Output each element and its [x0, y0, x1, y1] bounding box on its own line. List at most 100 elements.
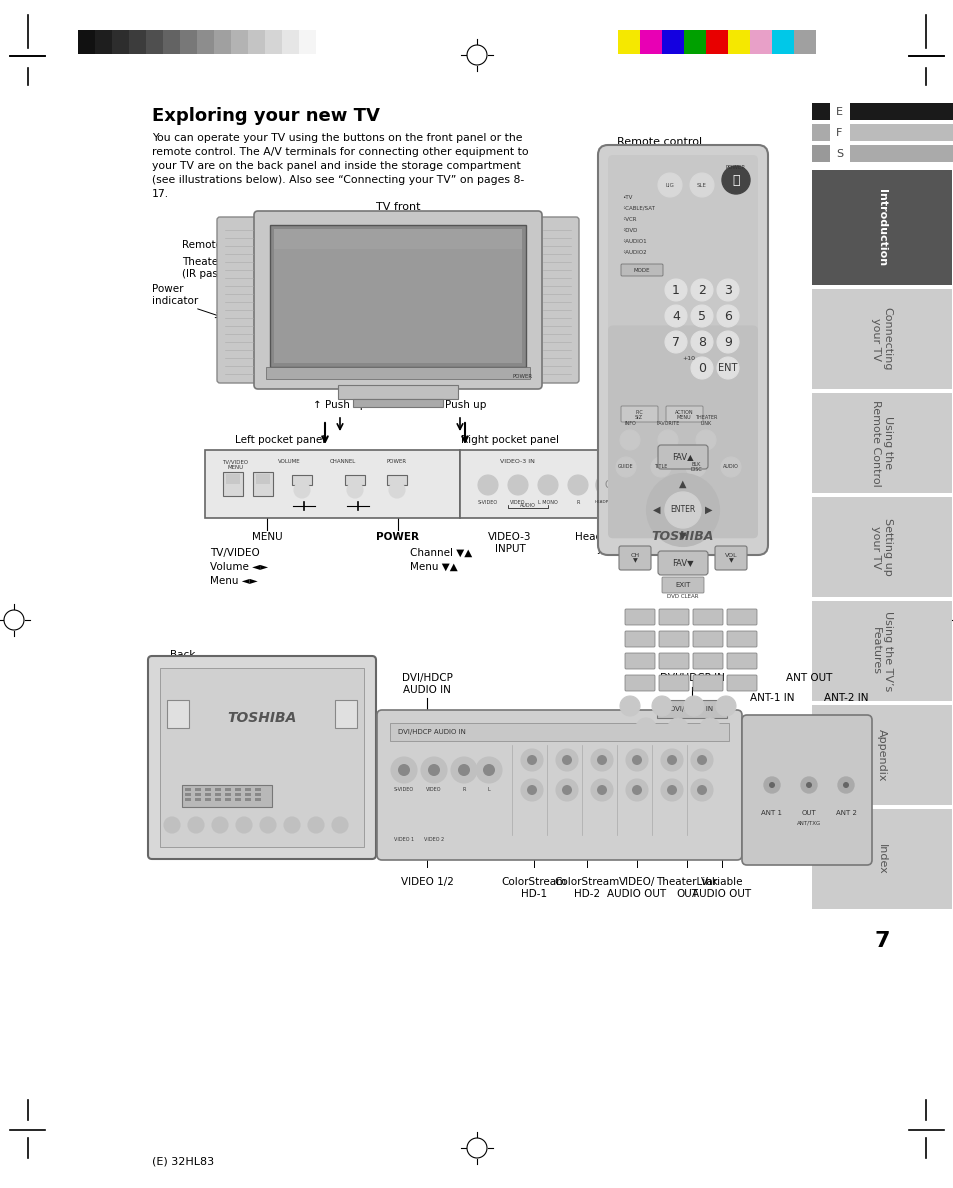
Text: You can operate your TV using the buttons on the front panel or the
remote contr: You can operate your TV using the button… — [152, 133, 528, 200]
Bar — [542, 450, 545, 455]
Text: DVI/HDCP IN: DVI/HDCP IN — [659, 672, 723, 683]
Bar — [354, 450, 356, 455]
Bar — [78, 30, 95, 53]
Text: 9: 9 — [723, 335, 731, 348]
FancyBboxPatch shape — [659, 609, 688, 625]
Bar — [226, 474, 240, 484]
Bar — [214, 788, 221, 791]
Text: DVD CLEAR: DVD CLEAR — [666, 594, 698, 599]
Circle shape — [235, 817, 252, 833]
Text: Back: Back — [170, 650, 195, 661]
Bar — [390, 723, 728, 741]
Text: S-VIDEO: S-VIDEO — [477, 499, 497, 505]
Bar — [506, 450, 510, 455]
Bar — [324, 450, 327, 455]
Bar — [566, 450, 569, 455]
FancyBboxPatch shape — [624, 653, 655, 669]
Circle shape — [631, 785, 641, 795]
Bar — [248, 30, 265, 53]
Circle shape — [537, 475, 558, 495]
Bar — [811, 809, 951, 909]
Circle shape — [751, 765, 791, 805]
Bar — [811, 704, 951, 805]
Circle shape — [658, 430, 678, 450]
Bar — [205, 798, 211, 801]
Bar — [524, 450, 527, 455]
FancyBboxPatch shape — [216, 217, 261, 383]
Bar — [348, 450, 351, 455]
Circle shape — [597, 785, 606, 795]
Bar — [298, 30, 315, 53]
Text: VIDEO: VIDEO — [426, 788, 441, 792]
Text: F: F — [835, 127, 841, 138]
Bar — [615, 450, 618, 455]
Bar — [608, 450, 612, 455]
Text: ◦AUDIO2: ◦AUDIO2 — [621, 249, 646, 254]
Text: Variable
AUDIO OUT: Variable AUDIO OUT — [692, 877, 751, 899]
Circle shape — [660, 748, 682, 771]
Bar — [194, 798, 201, 801]
Bar — [270, 450, 273, 455]
Bar — [274, 229, 521, 364]
Text: DVI/HDCP IN: DVI/HDCP IN — [670, 706, 713, 712]
Bar — [337, 385, 457, 399]
Text: Index: Index — [876, 843, 886, 874]
Circle shape — [664, 305, 686, 327]
Circle shape — [507, 475, 527, 495]
Bar — [620, 450, 623, 455]
Text: TV/VIDEO
MENU: TV/VIDEO MENU — [222, 459, 249, 469]
Circle shape — [717, 358, 739, 379]
Circle shape — [619, 696, 639, 716]
Bar — [282, 30, 298, 53]
Circle shape — [658, 173, 681, 197]
Text: L MONO: L MONO — [537, 499, 558, 505]
Circle shape — [825, 765, 865, 805]
Circle shape — [590, 748, 613, 771]
Bar — [214, 798, 221, 801]
Text: ANT/TXG: ANT/TXG — [796, 821, 821, 826]
Text: TV front: TV front — [375, 202, 420, 211]
Bar — [306, 450, 309, 455]
Circle shape — [837, 777, 853, 794]
Bar — [185, 788, 191, 791]
Bar — [609, 460, 627, 500]
Text: ANT-1 IN: ANT-1 IN — [749, 693, 794, 703]
Text: VIDEO 2: VIDEO 2 — [423, 838, 443, 842]
Bar — [513, 450, 516, 455]
Circle shape — [788, 765, 828, 805]
FancyBboxPatch shape — [659, 653, 688, 669]
Circle shape — [389, 482, 405, 498]
Bar — [749, 30, 771, 53]
Circle shape — [664, 331, 686, 353]
FancyBboxPatch shape — [726, 653, 757, 669]
Circle shape — [556, 748, 578, 771]
Bar — [194, 794, 201, 796]
FancyBboxPatch shape — [726, 631, 757, 647]
Bar — [213, 30, 231, 53]
Bar — [205, 450, 459, 518]
Text: Menu ▼▲: Menu ▼▲ — [410, 562, 457, 571]
Bar — [233, 450, 236, 455]
Text: VIDEO-3 IN: VIDEO-3 IN — [499, 459, 535, 465]
Text: ACTION
MENU: ACTION MENU — [674, 410, 693, 421]
Text: ◦AUDIO1: ◦AUDIO1 — [621, 239, 646, 244]
Bar — [282, 450, 285, 455]
Text: ENTER: ENTER — [670, 506, 695, 514]
Bar — [231, 30, 248, 53]
Bar — [387, 475, 407, 485]
Bar — [225, 794, 231, 796]
Bar — [129, 30, 146, 53]
FancyBboxPatch shape — [618, 546, 650, 570]
Text: 4: 4 — [671, 310, 679, 322]
Circle shape — [690, 331, 712, 353]
Circle shape — [685, 457, 705, 478]
Circle shape — [520, 748, 542, 771]
Bar — [254, 794, 261, 796]
Bar — [353, 399, 442, 407]
Bar — [180, 30, 196, 53]
Bar — [225, 798, 231, 801]
FancyBboxPatch shape — [658, 446, 707, 469]
Text: Connecting
your TV: Connecting your TV — [870, 308, 892, 371]
Bar — [657, 700, 726, 718]
Bar — [146, 30, 163, 53]
